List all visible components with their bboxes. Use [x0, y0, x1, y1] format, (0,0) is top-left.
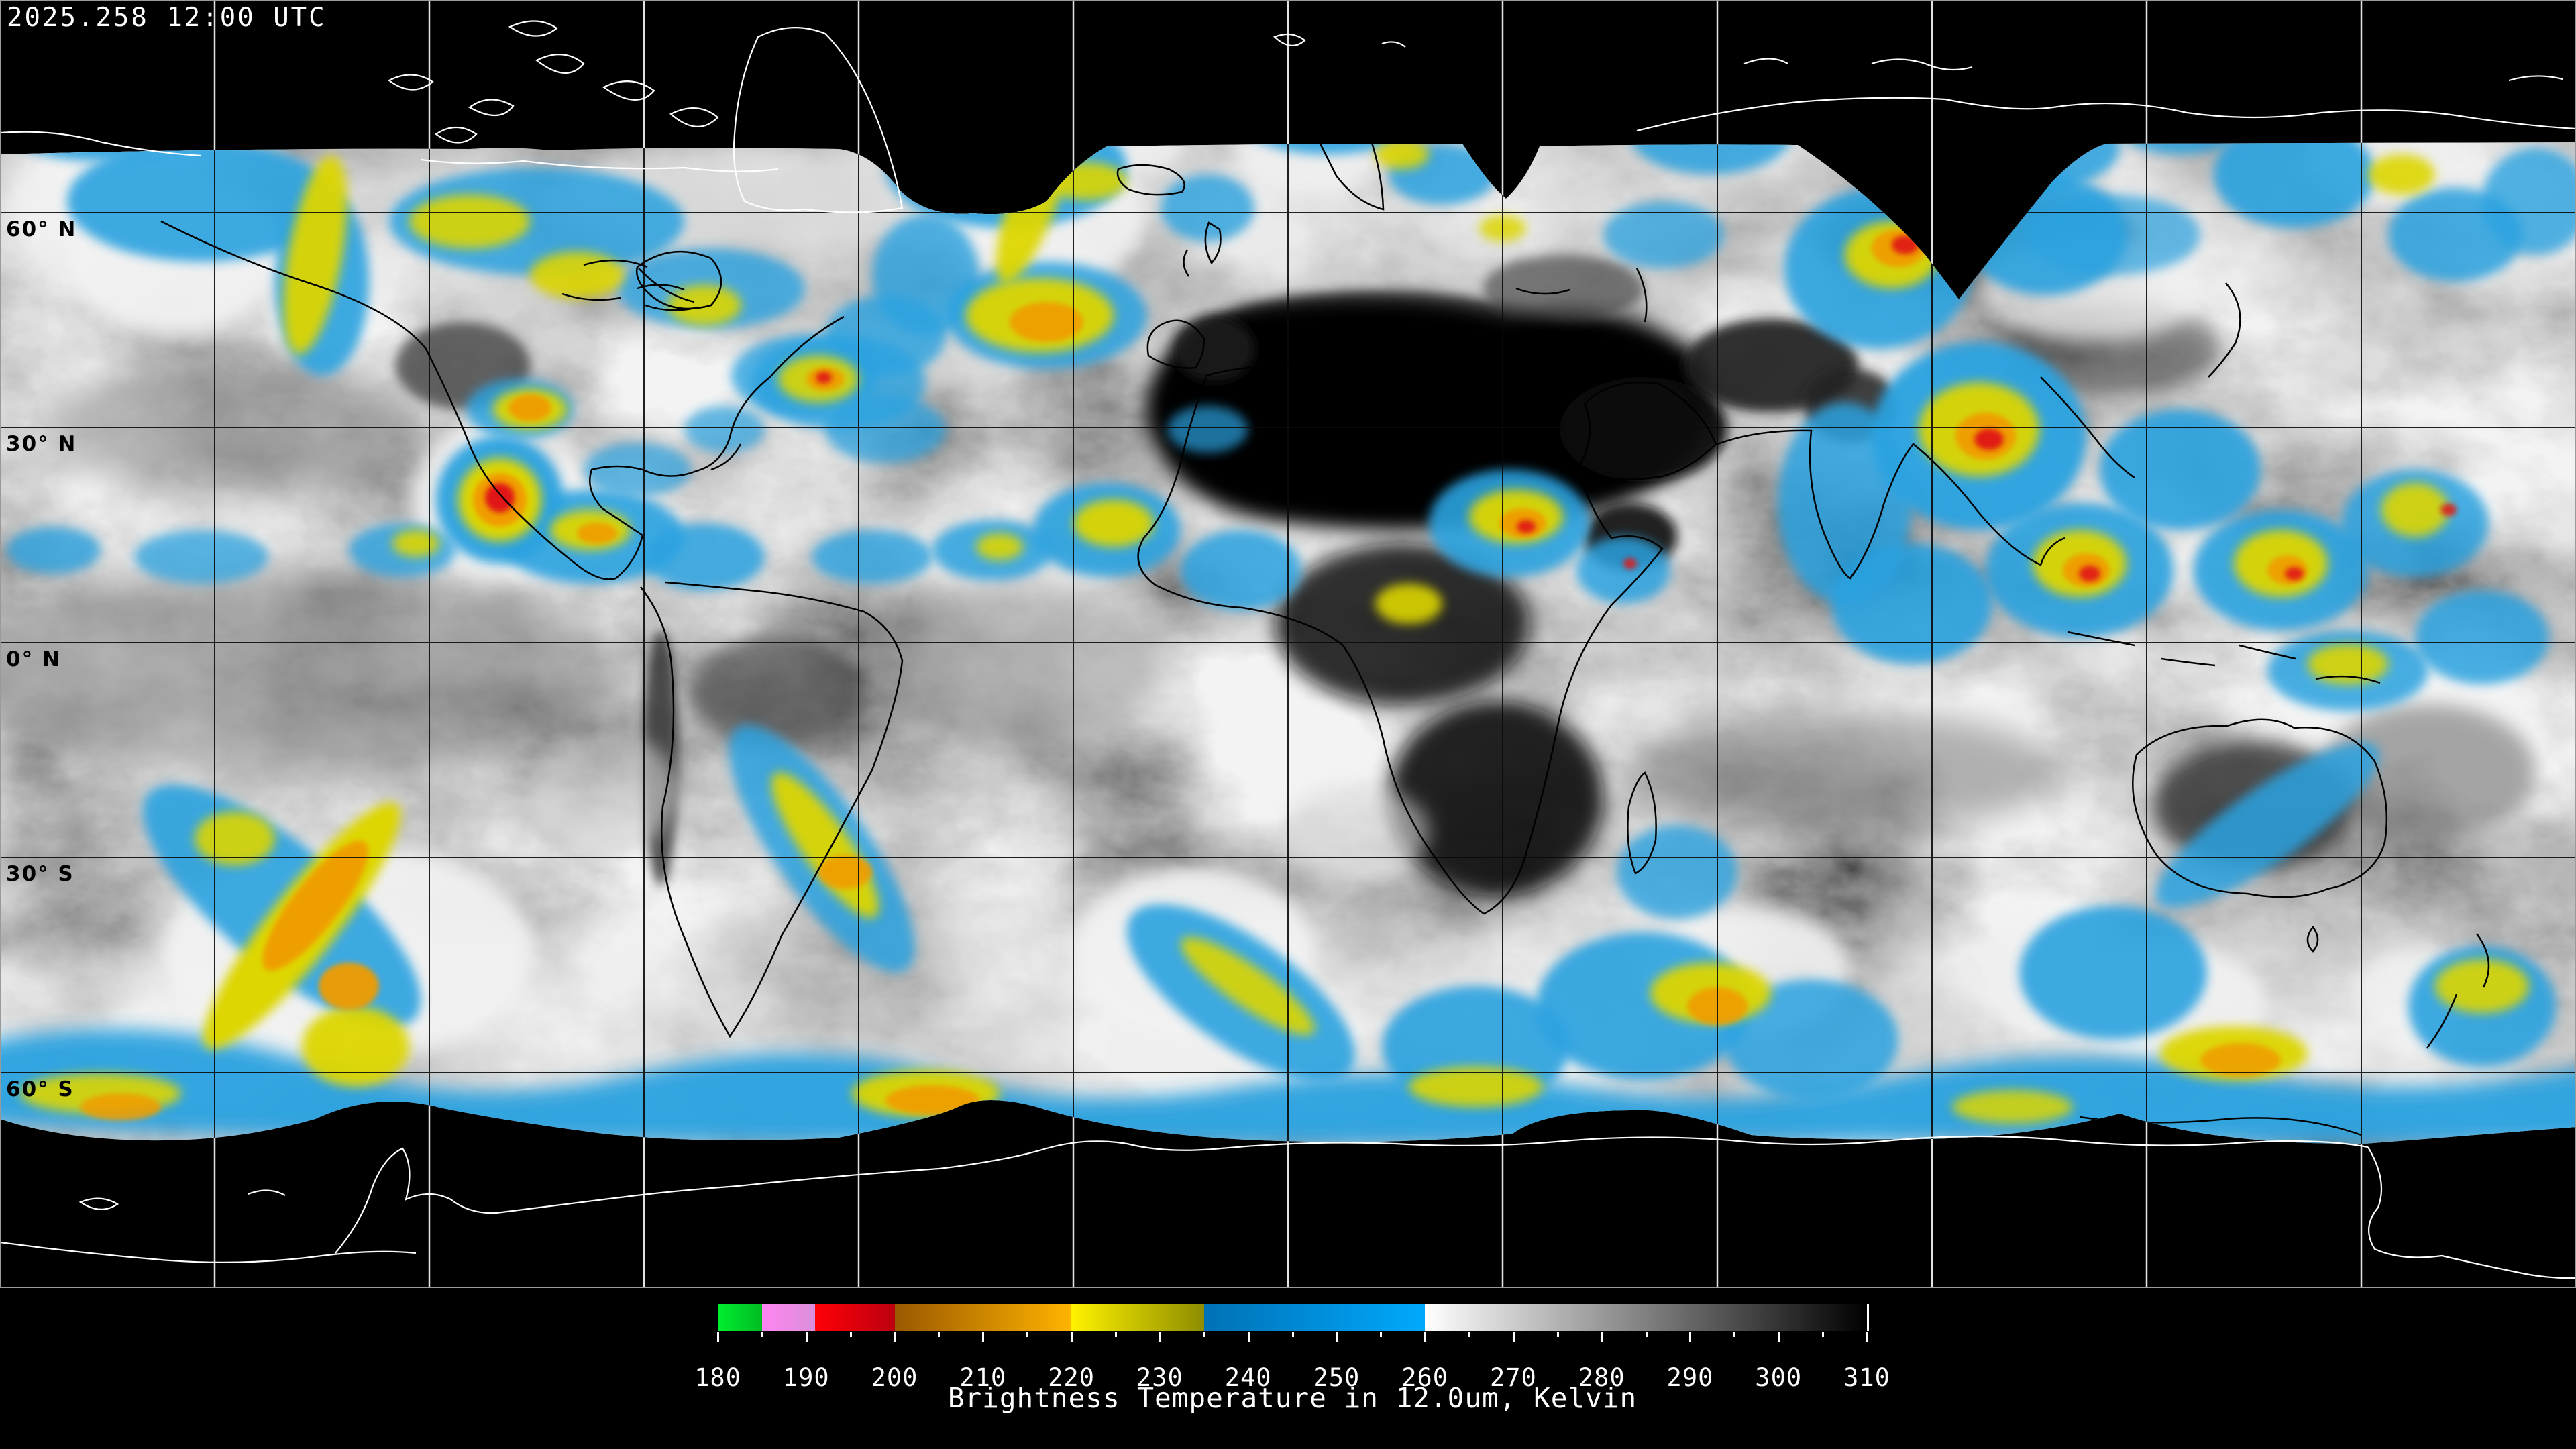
colorbar-tick-label: 300 — [1755, 1363, 1803, 1392]
colorbar-tick — [1689, 1332, 1692, 1342]
colorbar-tick-label: 280 — [1578, 1363, 1625, 1392]
colorbar-tick-label: 310 — [1843, 1363, 1890, 1392]
colorbar-end-cap — [1867, 1304, 1869, 1331]
latitude-label: 60° N — [6, 217, 77, 241]
colorbar-tick — [1247, 1332, 1250, 1342]
latitude-label: 0° N — [6, 647, 61, 672]
satellite-map-panel: 2025.258 12:00 UTC 60° N 30° N 0° N 30° S 60… — [0, 0, 2576, 1288]
colorbar-tick-label: 200 — [871, 1363, 918, 1392]
colorbar-tick — [1468, 1332, 1471, 1337]
colorbar-title: Brightness Temperature in 12.0um, Kelvin — [947, 1382, 1638, 1414]
colorbar-tick-label: 230 — [1136, 1363, 1183, 1392]
colorbar-tick — [1822, 1332, 1825, 1337]
colorbar-segment — [894, 1304, 1073, 1331]
coastlines-data — [160, 142, 2490, 1136]
colorbar-tick — [1601, 1332, 1603, 1342]
colorbar-tick — [1512, 1332, 1515, 1342]
colorbar-segment — [1203, 1304, 1426, 1331]
colorbar-tick-label: 270 — [1490, 1363, 1537, 1392]
colorbar-segment — [814, 1304, 896, 1331]
colorbar-tick — [1114, 1332, 1117, 1337]
colorbar-tick-label: 180 — [694, 1363, 741, 1392]
colorbar-tick — [1159, 1332, 1161, 1342]
timestamp-label: 2025.258 12:00 UTC — [7, 3, 327, 33]
colorbar-tick-label: 240 — [1224, 1363, 1272, 1392]
latitude-label: 30° S — [6, 862, 74, 886]
colorbar-tick — [1556, 1332, 1559, 1337]
satellite-map — [0, 0, 2576, 1288]
colorbar-tick-label: 210 — [959, 1363, 1007, 1392]
colorbar-tick — [1071, 1332, 1073, 1342]
satellite-data-layer — [0, 142, 2576, 1144]
colorbar-tick — [849, 1332, 852, 1337]
colorbar-tick — [1733, 1332, 1736, 1337]
colorbar-tick — [761, 1332, 763, 1337]
colorbar-segment — [718, 1304, 763, 1331]
colorbar-tick — [1291, 1332, 1294, 1337]
colorbar-tick-label: 220 — [1048, 1363, 1095, 1392]
colorbar-tick — [938, 1332, 941, 1337]
colorbar-tick — [717, 1332, 719, 1342]
latitude-label: 60° S — [6, 1077, 74, 1102]
colorbar-tick — [1203, 1332, 1205, 1337]
colorbar-tick — [1866, 1332, 1868, 1342]
colorbar-tick — [1645, 1332, 1648, 1337]
colorbar-tick — [982, 1332, 985, 1342]
colorbar-tick — [894, 1332, 896, 1342]
legend-panel: 180 190 200 210 220 230 240 250 260 270 280 290 300 3… — [0, 1288, 2576, 1449]
colorbar-segment — [761, 1304, 816, 1331]
cold-cloud-blue-layer — [0, 142, 2576, 1144]
colorbar-tick — [1380, 1332, 1383, 1337]
colorbar-tick — [1026, 1332, 1029, 1337]
colorbar-tick-label: 250 — [1313, 1363, 1360, 1392]
latitude-label: 30° N — [6, 432, 77, 456]
grid-lines-data — [0, 142, 2576, 1144]
colorbar-segment — [1071, 1304, 1205, 1331]
colorbar-tick — [1424, 1332, 1427, 1342]
colorbar: 180 190 200 210 220 230 240 250 260 270 280 290 300 3… — [694, 1304, 1890, 1392]
colorbar-segment — [1425, 1304, 1868, 1331]
colorbar-tick — [1336, 1332, 1338, 1342]
colorbar-tick-label: 260 — [1401, 1363, 1449, 1392]
colorbar-tick-label: 290 — [1666, 1363, 1714, 1392]
colorbar-tick — [805, 1332, 808, 1342]
colorbar-tick — [1778, 1332, 1780, 1342]
colorbar-tick-label: 190 — [782, 1363, 830, 1392]
coastlines-nodata — [0, 20, 2576, 1279]
